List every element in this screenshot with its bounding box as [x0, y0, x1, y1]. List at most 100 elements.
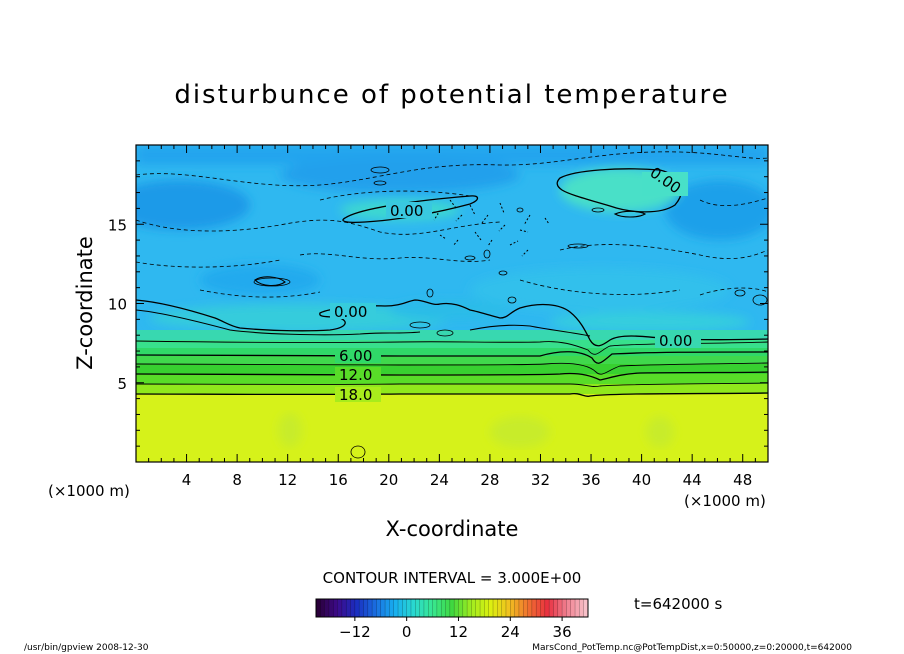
positive-contours — [136, 340, 768, 398]
colorbar-stripe — [505, 599, 511, 617]
colorbar-stripe — [393, 599, 399, 617]
colorbar-stripe — [380, 599, 386, 617]
colorbar: −12 0 12 24 36 — [315, 598, 589, 641]
colorbar-stripe — [363, 599, 369, 617]
colorbar-stripe — [484, 599, 489, 617]
contour-label-6: 12.0 — [339, 366, 372, 384]
colorbar-stripe — [471, 599, 477, 617]
y-axis-title: Z-coordinate — [73, 236, 97, 370]
plot-area — [136, 145, 768, 462]
colorbar-stripe — [462, 599, 468, 617]
colorbar-stripe — [328, 599, 334, 617]
x-tick-label: 16 — [329, 471, 348, 489]
contour-label-4: 0.00 — [659, 332, 692, 350]
colorbar-tick-label: −12 — [339, 623, 371, 641]
colorbar-stripe — [341, 599, 347, 617]
colorbar-stripe — [497, 599, 502, 617]
colorbar-stripe — [518, 599, 524, 617]
colorbar-stripe — [527, 599, 533, 617]
colorbar-stripe — [398, 599, 403, 617]
x-tick-label: 4 — [182, 471, 192, 489]
colorbar-stripe — [385, 599, 390, 617]
y-axis: 5 10 15 — [108, 160, 768, 447]
colorbar-stripe — [359, 599, 364, 617]
colorbar-stripe — [540, 599, 546, 617]
colorbar-tick-label: 0 — [402, 623, 412, 641]
colorbar-stripe — [531, 599, 537, 617]
contour-interval-label: CONTOUR INTERVAL = 3.000E+00 — [323, 569, 582, 587]
colorbar-stripe — [423, 599, 429, 617]
colorbar-stripe — [570, 599, 576, 617]
colorbar-stripe — [350, 599, 356, 617]
colorbar-stripe — [432, 599, 438, 617]
x-tick-label: 44 — [683, 471, 702, 489]
colorbar-stripe — [324, 599, 330, 617]
contour-label-7: 18.0 — [339, 386, 372, 404]
colorbar-stripe — [583, 599, 589, 617]
colorbar-stripe — [346, 599, 351, 617]
x-unit-left: (×1000 m) — [48, 482, 130, 500]
colorbar-stripe — [406, 599, 412, 617]
colorbar-stripe — [337, 599, 343, 617]
x-unit-right: (×1000 m) — [684, 492, 766, 510]
colorbar-stripe — [549, 599, 554, 617]
zero-contour-small — [613, 210, 647, 218]
x-tick-label: 12 — [278, 471, 297, 489]
colorbar-tick-label: 12 — [449, 623, 468, 641]
x-tick-label: 36 — [581, 471, 600, 489]
colorbar-stripe — [449, 599, 455, 617]
negative-contours — [136, 151, 768, 298]
footer-right: MarsCond_PotTemp.nc@PotTempDist,x=0:5000… — [532, 643, 852, 653]
colorbar-stripe — [316, 599, 321, 617]
colorbar-stripe — [536, 599, 541, 617]
colorbar-tick-label: 24 — [501, 623, 520, 641]
colorbar-stripe — [493, 599, 498, 617]
colorbar-stripe — [389, 599, 395, 617]
colorbar-stripe — [467, 599, 472, 617]
contour-label-1: 0.00 — [390, 202, 423, 220]
colorbar-stripe — [553, 599, 559, 617]
colorbar-stripe — [566, 599, 572, 617]
x-tick-label: 40 — [632, 471, 651, 489]
x-tick-label: 32 — [531, 471, 550, 489]
colorbar-stripe — [419, 599, 425, 617]
x-axis: 4 8 12 16 20 24 28 32 36 40 44 48 — [148, 145, 756, 489]
y-tick-label: 10 — [108, 296, 127, 314]
colorbar-stripe — [510, 599, 515, 617]
colorbar-stripe — [454, 599, 459, 617]
colorbar-stripe — [436, 599, 442, 617]
colorbar-stripe — [410, 599, 416, 617]
x-tick-label: 24 — [430, 471, 449, 489]
y-tick-label: 5 — [117, 375, 127, 393]
colorbar-stripe — [354, 599, 360, 617]
colorbar-stripe — [372, 599, 377, 617]
x-axis-title: X-coordinate — [386, 517, 519, 541]
colorbar-frame — [315, 598, 589, 618]
colorbar-stripe — [333, 599, 338, 617]
colorbar-stripe — [523, 599, 528, 617]
small-contour-cells — [253, 166, 768, 459]
y-tick-label: 15 — [108, 216, 127, 234]
footer-left: /usr/bin/gpview 2008-12-30 — [24, 643, 149, 653]
contour-labels: 0.00 0.00 0.00 0.00 6.00 12.0 18.0 — [330, 163, 701, 404]
colorbar-stripe — [441, 599, 446, 617]
colorbar-stripe — [514, 599, 520, 617]
colorbar-stripe — [579, 599, 584, 617]
colorbar-stripe — [428, 599, 433, 617]
zero-contour-upper-right — [556, 168, 682, 213]
x-tick-label: 28 — [480, 471, 499, 489]
colorbar-stripe — [320, 599, 325, 617]
zero-contour-main — [136, 299, 768, 347]
time-label: t=642000 s — [634, 595, 722, 613]
dashed-cells — [429, 199, 550, 257]
colorbar-stripe — [488, 599, 494, 617]
colorbar-stripe — [562, 599, 567, 617]
chart-title: disturbunce of potential temperature — [174, 80, 729, 110]
colorbar-stripe — [557, 599, 563, 617]
colorbar-stripe — [458, 599, 464, 617]
colorbar-tick-label: 36 — [553, 623, 572, 641]
x-tick-label: 8 — [232, 471, 242, 489]
contour-label-5: 6.00 — [339, 347, 372, 365]
x-tick-label: 48 — [733, 471, 752, 489]
